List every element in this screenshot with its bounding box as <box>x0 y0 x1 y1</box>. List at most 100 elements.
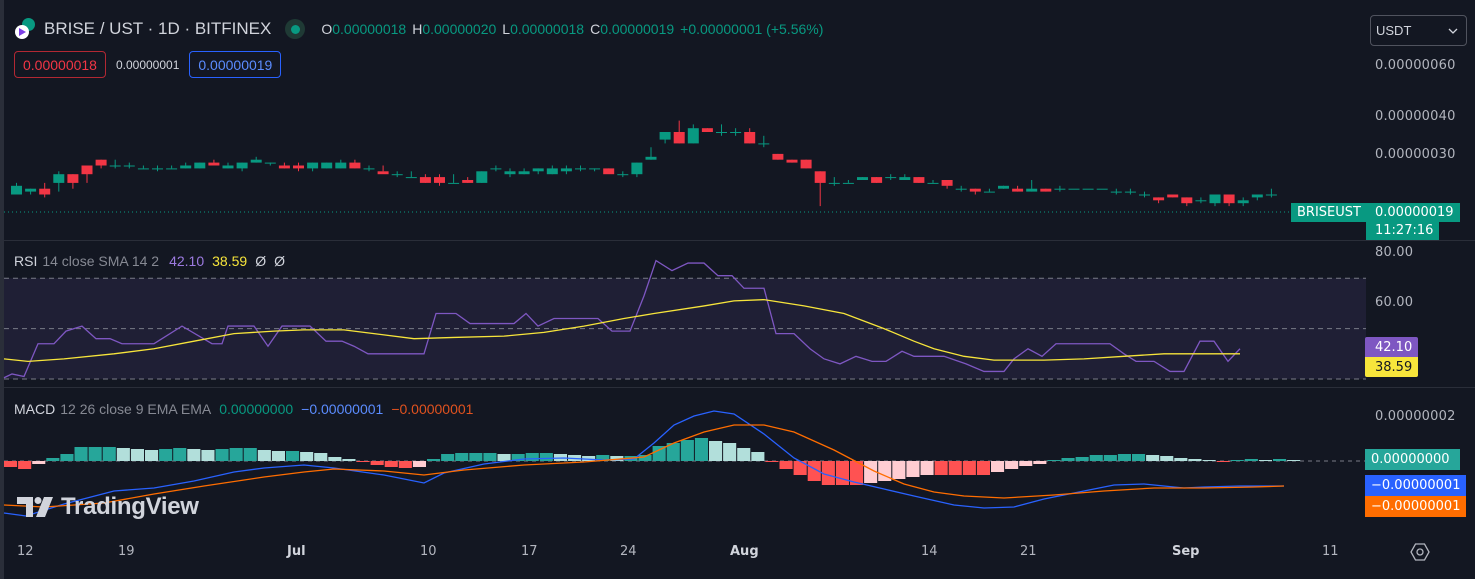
currency-select[interactable]: USDT <box>1370 15 1467 46</box>
candle <box>659 132 671 140</box>
macd-histogram-bar <box>159 449 173 461</box>
candle <box>53 174 65 183</box>
macd-histogram-bar <box>1117 454 1131 461</box>
candle <box>744 132 756 144</box>
macd-histogram-bar <box>864 461 878 483</box>
last-price-tag: 0.00000019 <box>1366 203 1460 222</box>
price-axis-label: 0.00000060 <box>1375 58 1456 73</box>
candle <box>504 171 516 175</box>
candle <box>307 162 319 169</box>
candle <box>405 177 417 179</box>
macd-histogram-bar <box>1188 459 1202 461</box>
tradingview-logo-text: TradingView <box>61 493 199 520</box>
candle <box>25 188 37 192</box>
candle <box>293 165 304 169</box>
macd-histogram-bar <box>906 461 920 477</box>
candle <box>546 168 558 175</box>
candle <box>772 153 784 160</box>
candle <box>39 188 51 195</box>
sell-button[interactable]: 0.00000018 <box>14 51 106 78</box>
macd-histogram-bar <box>398 461 412 468</box>
macd-legend[interactable]: MACD 12 26 close 9 EMA EMA 0.00000000 −0… <box>14 401 473 417</box>
market-open-status-icon[interactable] <box>285 19 306 39</box>
macd-histogram-bar <box>187 449 201 461</box>
macd-histogram-bar <box>1103 455 1117 461</box>
macd-histogram-bar <box>652 446 666 461</box>
macd-histogram-bar <box>1146 455 1160 461</box>
candle <box>1110 191 1122 193</box>
macd-line-value: −0.00000001 <box>301 401 384 417</box>
symbol-logo-icon <box>14 18 38 40</box>
macd-histogram-bar <box>680 440 694 461</box>
macd-histogram-bar <box>1160 456 1174 461</box>
candle <box>109 165 121 167</box>
candle <box>927 182 939 184</box>
candle <box>363 168 375 170</box>
pane-separator[interactable] <box>4 387 1475 388</box>
macd-histogram-bar <box>271 451 285 461</box>
symbol-title[interactable]: BRISE / UST · 1D · BITFINEX <box>44 19 272 38</box>
rsi-pane[interactable] <box>3 241 1366 387</box>
macd-histogram-bar <box>18 461 32 469</box>
macd-histogram-bar <box>1019 461 1033 466</box>
macd-histogram-bar <box>991 461 1005 472</box>
bar-countdown: 11:27:16 <box>1366 221 1440 240</box>
macd-histogram-bar <box>1216 461 1230 462</box>
macd-histogram-bar <box>455 453 469 461</box>
candle <box>1251 194 1263 198</box>
candle <box>448 182 460 184</box>
ohlc-close: C0.00000019 <box>590 21 675 37</box>
candle <box>617 174 629 176</box>
candle <box>321 162 333 169</box>
macd-histogram-bar <box>497 454 511 461</box>
candle <box>137 168 149 170</box>
candle <box>11 185 22 195</box>
macd-histogram-bar <box>130 449 144 461</box>
price-pane[interactable] <box>4 0 1366 240</box>
candle <box>278 165 290 169</box>
macd-histogram-bar <box>1202 460 1216 461</box>
rsi-chart[interactable] <box>3 241 1366 387</box>
candle <box>194 162 206 169</box>
macd-histogram-bar <box>412 461 426 467</box>
candle <box>885 177 897 179</box>
macd-histogram-bar <box>539 453 553 461</box>
pane-separator[interactable] <box>4 240 1475 241</box>
candle <box>1040 188 1052 192</box>
candle <box>1139 194 1150 196</box>
macd-histogram-bar <box>314 453 328 461</box>
macd-histogram-bar <box>1244 459 1258 461</box>
macd-histogram-bar <box>596 455 610 461</box>
candle <box>1054 188 1066 190</box>
rsi-axis-label: 80.00 <box>1375 245 1414 260</box>
macd-histogram-bar <box>229 448 243 461</box>
candle <box>687 128 699 144</box>
macd-line-tag: −0.00000001 <box>1365 475 1466 496</box>
chart-settings-icon[interactable] <box>1410 542 1430 562</box>
candle <box>1124 191 1136 193</box>
rsi-legend[interactable]: RSI 14 close SMA 14 2 42.10 38.59 Ø Ø <box>14 253 285 269</box>
macd-signal-tag: −0.00000001 <box>1365 496 1466 517</box>
macd-pane[interactable] <box>3 388 1366 528</box>
candle <box>1237 200 1249 204</box>
candle <box>857 177 868 180</box>
candle <box>603 168 615 175</box>
candle <box>589 168 601 170</box>
candle <box>180 165 192 169</box>
tradingview-logo[interactable]: TradingView <box>17 493 199 521</box>
macd-histogram-bar <box>215 449 229 461</box>
rsi-sma-value: 38.59 <box>212 253 248 269</box>
macd-histogram-bar <box>145 450 159 461</box>
macd-histogram-bar <box>60 454 74 461</box>
candle <box>236 162 248 169</box>
buy-sell-panel: 0.00000018 0.00000001 0.00000019 <box>14 51 282 78</box>
candlestick-chart[interactable] <box>4 0 1366 240</box>
buy-button[interactable]: 0.00000019 <box>189 51 282 78</box>
macd-histogram-bar <box>892 461 906 479</box>
macd-chart[interactable] <box>3 388 1366 528</box>
time-axis-label: Sep <box>1172 544 1200 559</box>
tradingview-logo-icon <box>17 497 53 517</box>
macd-histogram-bar <box>610 456 624 461</box>
macd-histogram-bar <box>850 461 864 485</box>
macd-histogram-bar <box>1061 458 1075 461</box>
